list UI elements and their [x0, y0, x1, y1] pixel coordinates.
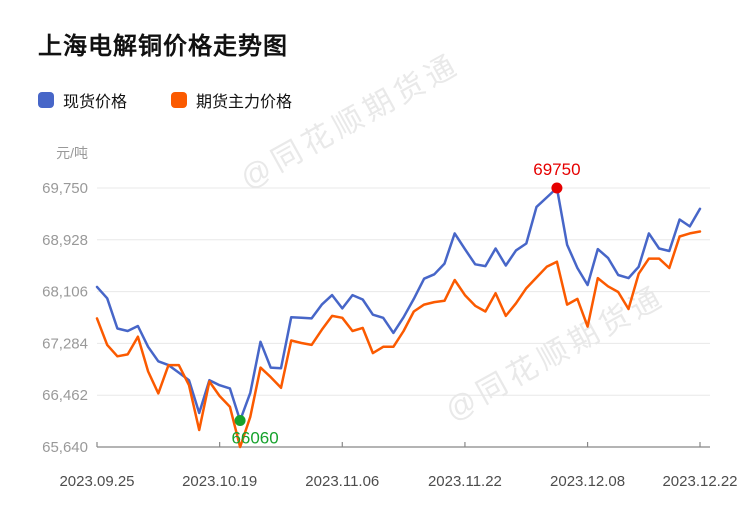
x-axis-tick-label: 2023.11.22 [428, 473, 502, 490]
y-axis-tick-label: 68,928 [42, 232, 88, 249]
y-axis-tick-label: 68,106 [42, 284, 88, 301]
chart-legend: 现货价格 期货主力价格 [38, 88, 292, 112]
x-axis-tick-label: 2023.12.22 [662, 473, 737, 490]
y-axis-unit-label: 元/吨 [56, 145, 88, 161]
y-axis-tick-label: 67,284 [42, 335, 88, 352]
legend-label: 现货价格 [63, 94, 128, 111]
spot-price-swatch-icon [38, 92, 54, 108]
y-axis-tick-label: 66,462 [42, 387, 88, 404]
legend-item-spot-price[interactable]: 现货价格 [38, 88, 127, 112]
futures-price-swatch-icon [171, 92, 188, 108]
x-axis-tick-label: 2023.09.25 [59, 473, 134, 490]
x-axis-tick-label: 2023.12.08 [550, 473, 625, 490]
watermark-text: @同花顺期货通 [440, 280, 671, 428]
x-axis-tick-label: 2023.10.19 [182, 473, 257, 490]
legend-label: 期货主力价格 [196, 94, 293, 111]
futures-price-line [95, 230, 702, 449]
page-title: 上海电解铜价格走势图 [38, 33, 288, 60]
min-point-label: 66060 [231, 429, 278, 448]
max-point-dot [551, 182, 563, 194]
y-axis-tick-label: 69,750 [42, 180, 88, 197]
x-axis-tick-label: 2023.11.06 [305, 473, 379, 490]
spot-price-line [95, 186, 702, 422]
legend-item-futures-price[interactable]: 期货主力价格 [171, 88, 292, 112]
watermark-text: @同花顺期货通 [235, 48, 466, 196]
min-point-dot [234, 415, 246, 427]
max-point-label: 69750 [533, 160, 580, 179]
y-axis-tick-label: 65,640 [42, 439, 88, 456]
